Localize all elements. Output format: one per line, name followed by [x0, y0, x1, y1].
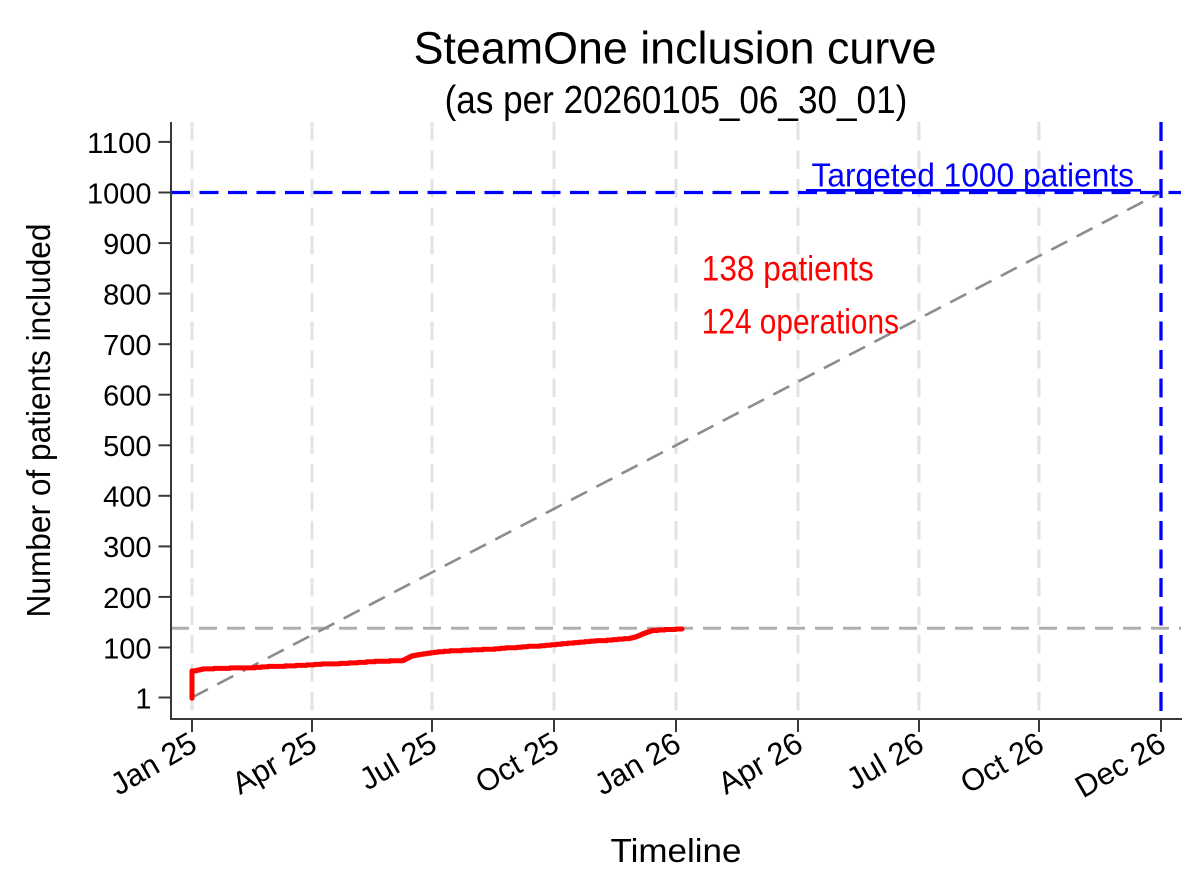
svg-text:1: 1	[135, 683, 151, 715]
svg-text:700: 700	[103, 330, 151, 362]
svg-text:SteamOne inclusion curve: SteamOne inclusion curve	[414, 23, 937, 74]
svg-text:1000: 1000	[87, 178, 152, 210]
svg-text:1100: 1100	[87, 128, 152, 160]
svg-text:Targeted 1000 patients: Targeted 1000 patients	[812, 158, 1135, 195]
svg-text:300: 300	[103, 532, 151, 564]
svg-text:100: 100	[103, 633, 151, 665]
svg-text:200: 200	[103, 583, 151, 615]
svg-text:(as per 20260105_06_30_01): (as per 20260105_06_30_01)	[445, 79, 908, 122]
svg-text:400: 400	[103, 482, 151, 514]
svg-text:138 patients: 138 patients	[702, 249, 874, 289]
svg-text:800: 800	[103, 280, 151, 312]
svg-text:124 operations: 124 operations	[702, 302, 899, 342]
svg-text:Number of patients included: Number of patients included	[21, 224, 58, 618]
svg-text:900: 900	[103, 229, 151, 261]
svg-text:Timeline: Timeline	[611, 833, 742, 870]
svg-text:500: 500	[103, 431, 151, 463]
svg-text:600: 600	[103, 381, 151, 413]
